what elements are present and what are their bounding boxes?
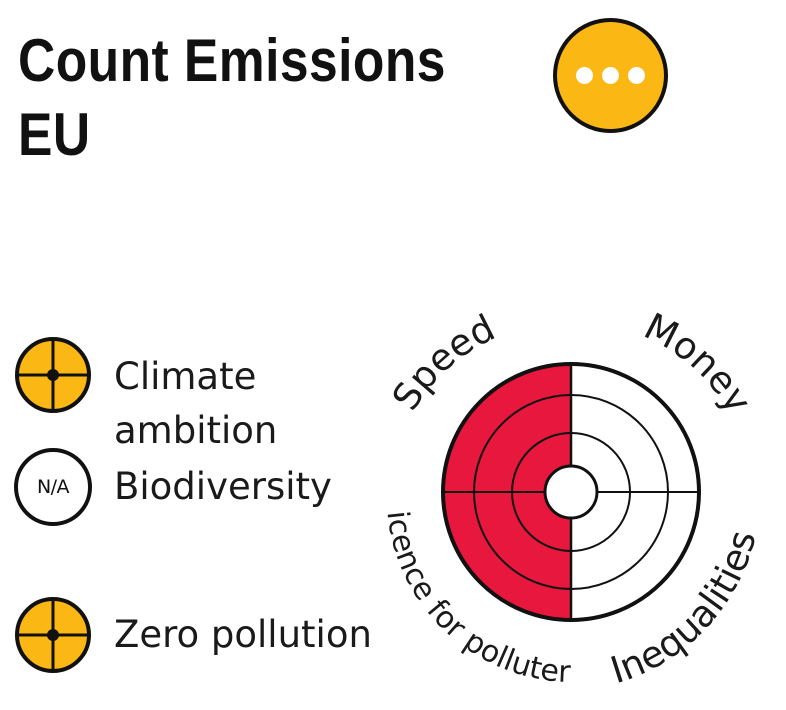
criterion-zero-pollution: Zero pollution — [14, 596, 372, 674]
more-dot-icon — [628, 67, 645, 84]
criterion-climate-ambition: Climate ambition — [14, 292, 277, 458]
criterion-label: Zero pollution — [114, 613, 372, 656]
page-title: Count Emissions EU — [18, 24, 446, 172]
na-badge: N/A — [14, 448, 92, 526]
title-line-1: Count Emissions — [18, 27, 446, 94]
more-dot-icon — [576, 67, 593, 84]
crosshair-icon — [14, 596, 92, 674]
criterion-biodiversity: N/A Biodiversity — [14, 448, 332, 526]
radar-center — [543, 464, 599, 520]
radar-chart: Speed Money Inequalities Licence for pol… — [367, 285, 775, 710]
criterion-label: Biodiversity — [114, 465, 332, 508]
radar-label-money: Money — [638, 305, 761, 421]
crosshair-icon — [14, 336, 92, 414]
title-line-2: EU — [18, 101, 91, 168]
more-dot-icon — [602, 67, 619, 84]
more-options-button[interactable] — [553, 18, 668, 133]
criterion-label: Climate ambition — [114, 355, 278, 452]
